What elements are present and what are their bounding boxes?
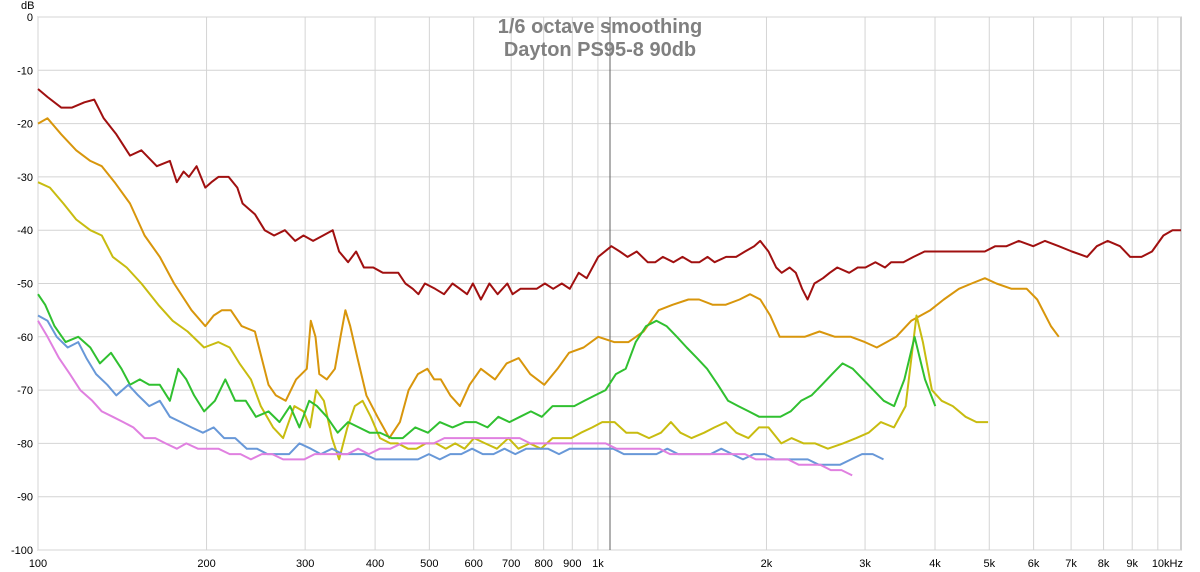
x-tick-label: 10kHz — [1152, 558, 1183, 570]
y-tick-labels: 0 -10 -20 -30 -40 -50 -60 -70 -80 -90 -100 — [11, 12, 33, 557]
y-tick-label: -70 — [17, 385, 33, 397]
y-tick-label: -20 — [17, 119, 33, 131]
x-tick-label: 300 — [296, 558, 314, 570]
response-curves — [37, 88, 1181, 477]
x-tick-label: 100 — [29, 558, 47, 570]
x-tick-label: 400 — [366, 558, 384, 570]
chart-subtitle: Dayton PS95-8 90db — [504, 39, 696, 61]
series-line-6 — [37, 320, 853, 477]
chart-title: 1/6 octave smoothing — [498, 16, 703, 38]
x-tick-label: 700 — [502, 558, 520, 570]
series-line-4 — [37, 293, 937, 440]
y-tick-label: -90 — [17, 492, 33, 504]
x-tick-label: 800 — [534, 558, 552, 570]
x-tick-labels: 100 200 300 400 500 600 700 800 900 1k 2k 3k 4k 5k 6k 7… — [29, 558, 1183, 570]
x-tick-label: 600 — [465, 558, 483, 570]
y-axis-unit: dB — [21, 0, 34, 12]
y-tick-label: -30 — [17, 172, 33, 184]
x-tick-label: 4k — [929, 558, 941, 570]
x-tick-label: 6k — [1028, 558, 1040, 570]
x-tick-label: 5k — [983, 558, 995, 570]
x-tick-label: 9k — [1126, 558, 1138, 570]
series-line-1 — [37, 88, 1181, 301]
series-line-5 — [37, 314, 884, 466]
x-tick-label: 8k — [1098, 558, 1110, 570]
y-tick-label: -50 — [17, 279, 33, 291]
x-tick-label: 7k — [1065, 558, 1077, 570]
x-tick-label: 200 — [197, 558, 215, 570]
series-line-3 — [37, 181, 989, 461]
y-tick-label: -40 — [17, 225, 33, 237]
y-tick-label: -10 — [17, 65, 33, 77]
x-tick-label: 900 — [563, 558, 581, 570]
y-tick-label: -100 — [11, 545, 33, 557]
y-tick-label: 0 — [27, 12, 33, 24]
y-tick-label: -60 — [17, 332, 33, 344]
y-tick-label: -80 — [17, 438, 33, 450]
series-line-2 — [37, 117, 1060, 440]
x-tick-label: 3k — [859, 558, 871, 570]
x-tick-label: 1k — [592, 558, 604, 570]
x-tick-label: 500 — [420, 558, 438, 570]
x-tick-label: 2k — [761, 558, 773, 570]
